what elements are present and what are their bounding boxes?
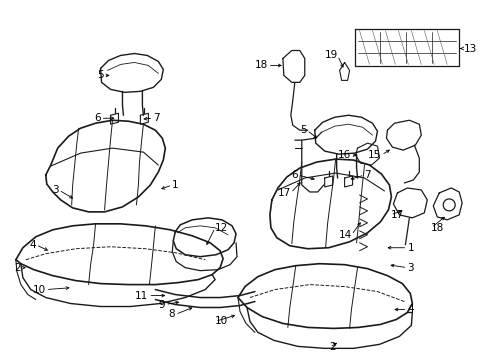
Text: 8: 8: [168, 310, 175, 319]
Text: 12: 12: [215, 223, 228, 233]
Text: 3: 3: [52, 185, 59, 195]
Text: 6: 6: [290, 170, 297, 180]
Text: 4: 4: [29, 240, 36, 250]
Text: 1: 1: [407, 243, 413, 253]
Text: 17: 17: [277, 188, 290, 198]
Text: 19: 19: [324, 50, 337, 60]
Text: 10: 10: [33, 284, 46, 294]
Text: 5: 5: [300, 125, 306, 135]
Text: 6: 6: [94, 113, 101, 123]
Text: 14: 14: [338, 230, 351, 240]
Text: 16: 16: [337, 150, 350, 160]
Text: 17: 17: [389, 210, 403, 220]
Text: 3: 3: [407, 263, 413, 273]
Text: 2: 2: [329, 342, 336, 352]
Text: 18: 18: [430, 223, 444, 233]
Text: 4: 4: [407, 305, 413, 315]
Text: 18: 18: [254, 60, 267, 71]
Text: 13: 13: [463, 44, 476, 54]
Text: 10: 10: [215, 316, 228, 327]
Text: 5: 5: [97, 71, 103, 80]
Text: 2: 2: [14, 263, 21, 273]
Text: 7: 7: [364, 170, 370, 180]
Text: 7: 7: [153, 113, 160, 123]
Text: 11: 11: [135, 291, 148, 301]
Text: 15: 15: [367, 150, 381, 160]
Text: 1: 1: [172, 180, 179, 190]
Text: 9: 9: [159, 300, 165, 310]
